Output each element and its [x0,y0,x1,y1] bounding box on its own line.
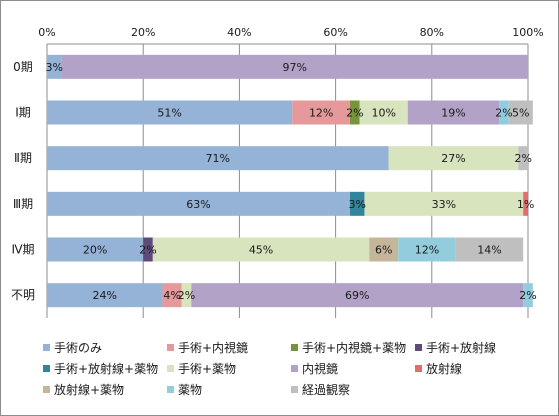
x-tick-label: 80% [420,26,444,39]
data-label: 14% [477,244,501,257]
data-label: 63% [186,198,210,211]
x-tick-label: 20% [131,26,155,39]
bar-segment [191,283,524,308]
bar-segment [523,283,533,308]
legend-swatch [167,365,174,372]
bar-segment [369,237,399,262]
data-label: 45% [249,244,273,257]
category-label: 不明 [11,288,35,302]
data-label: 4% [163,289,180,302]
data-label: 5% [512,107,529,120]
data-label: 1% [517,198,534,211]
legend-label: 放射線+薬物 [54,382,124,397]
x-tick-label: 0% [38,26,55,39]
legend-label: 手術+放射線+薬物 [54,361,158,376]
data-label: 12% [415,244,439,257]
bar-segment [152,237,370,262]
bar-segment [47,237,144,262]
data-label: 51% [157,107,181,120]
bar-segment [292,100,351,125]
data-label: 19% [441,107,465,120]
legend-swatch [291,365,298,372]
bar-segment [181,283,192,308]
data-label: 27% [441,152,465,165]
bar-segment [47,54,62,79]
bar-segment [388,146,519,171]
bar-segment [398,237,456,262]
legend-label: 経過観察 [302,383,350,397]
legend-label: 手術+放射線 [426,340,496,355]
x-axis-ticks: 0% 20% 40% 60% 80% 100% [38,26,543,39]
bar-segment [47,191,351,216]
data-label: 3% [45,61,62,74]
data-labels: 3% 97%51% 12% 2% 10% 19% 2% 5%71% 27% 2%63% 3% 33% 1… [45,61,536,302]
category-label: Ⅱ期 [14,151,32,165]
grid-lines [46,43,529,318]
bar-segment [350,100,360,125]
legend-swatch [167,344,174,351]
bar-segment [518,146,528,171]
data-label: 33% [432,198,456,211]
data-label: 69% [345,289,369,302]
bar-segment [61,54,529,79]
data-label: 2% [519,289,536,302]
bar-segment [455,237,524,262]
bar-segment [47,283,163,308]
legend-swatch [167,386,174,393]
data-label: 2% [495,107,512,120]
legend-swatch [291,344,298,351]
legend-swatch [43,344,50,351]
legend-label: 内視鏡 [302,361,338,376]
data-label: 20% [83,244,107,257]
legend-swatch [415,344,422,351]
category-label: Ⅳ期 [11,243,34,257]
bar-segment [143,237,153,262]
bar-segment [47,100,293,125]
x-tick-label: 40% [227,26,251,39]
bar-segment [364,191,524,216]
bars [47,54,533,308]
legend-label: 手術+薬物 [178,362,236,376]
data-label: 2% [346,107,363,120]
legend-swatch [43,386,50,393]
bar-segment [407,100,500,125]
legend-swatch [43,365,50,372]
category-label: 0期 [13,60,33,74]
data-label: 2% [139,244,156,257]
bar-segment [508,100,533,125]
data-label: 24% [92,289,116,302]
data-label: 2% [514,152,531,165]
x-tick-label: 100% [512,26,543,39]
bar-segment [359,100,408,125]
bar-segment [350,191,365,216]
bar-segment [47,146,389,171]
bar-segment [499,100,509,125]
data-label: 97% [282,61,306,74]
legend-label: 手術+内視鏡 [178,340,248,355]
legend-label: 手術のみ [54,341,102,355]
data-label: 2% [178,289,195,302]
category-label: Ⅲ期 [13,197,33,211]
legend-label: 薬物 [178,383,202,397]
bar-segment [523,191,528,216]
data-label: 12% [309,107,333,120]
legend-swatch [291,386,298,393]
legend-swatch [415,365,422,372]
data-label: 71% [206,152,230,165]
bar-segment [162,283,182,308]
legend-label: 手術+内視鏡+薬物 [302,340,406,355]
data-label: 6% [375,244,392,257]
x-tick-label: 60% [323,26,347,39]
legend-label: 放射線 [426,361,462,376]
category-label: Ⅰ期 [15,106,31,120]
data-label: 10% [371,107,395,120]
data-label: 3% [349,198,366,211]
